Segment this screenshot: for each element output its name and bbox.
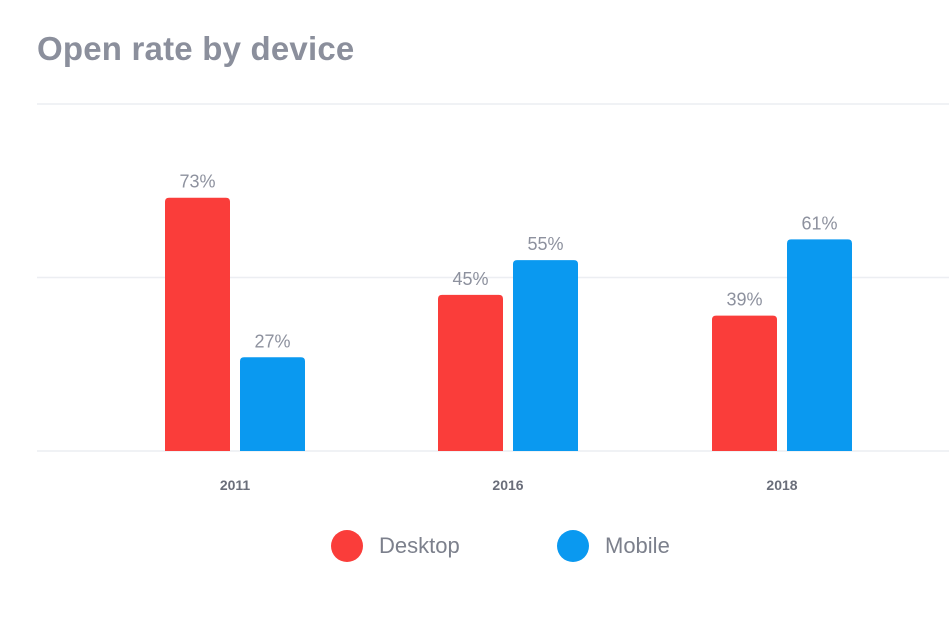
- chart-legend: Desktop Mobile: [0, 528, 949, 564]
- bar-desktop-2018: [712, 315, 777, 451]
- legend-label-desktop: Desktop: [379, 533, 460, 558]
- bar-mobile-2016: [513, 260, 578, 451]
- legend-swatch-mobile: [557, 530, 589, 562]
- bar-mobile-2018: [787, 239, 852, 451]
- bar-mobile-2011: [240, 357, 305, 451]
- x-tick-label-2018: 2018: [766, 477, 797, 493]
- chart-title: Open rate by device: [37, 30, 355, 67]
- bar-desktop-2016: [438, 294, 503, 451]
- legend-item-desktop: Desktop: [331, 528, 460, 564]
- x-tick-label-2016: 2016: [492, 477, 523, 493]
- legend-label-mobile: Mobile: [605, 533, 670, 558]
- value-label-desktop-2011: 73%: [179, 172, 215, 192]
- value-label-desktop-2018: 39%: [726, 290, 762, 310]
- value-label-mobile-2018: 61%: [801, 213, 837, 233]
- value-label-mobile-2016: 55%: [527, 234, 563, 254]
- value-label-mobile-2011: 27%: [254, 331, 290, 351]
- legend-item-mobile: Mobile: [557, 528, 670, 564]
- legend-swatch-desktop: [331, 530, 363, 562]
- x-tick-label-2011: 2011: [220, 477, 251, 493]
- bar-desktop-2011: [165, 197, 230, 451]
- value-label-desktop-2016: 45%: [452, 269, 488, 289]
